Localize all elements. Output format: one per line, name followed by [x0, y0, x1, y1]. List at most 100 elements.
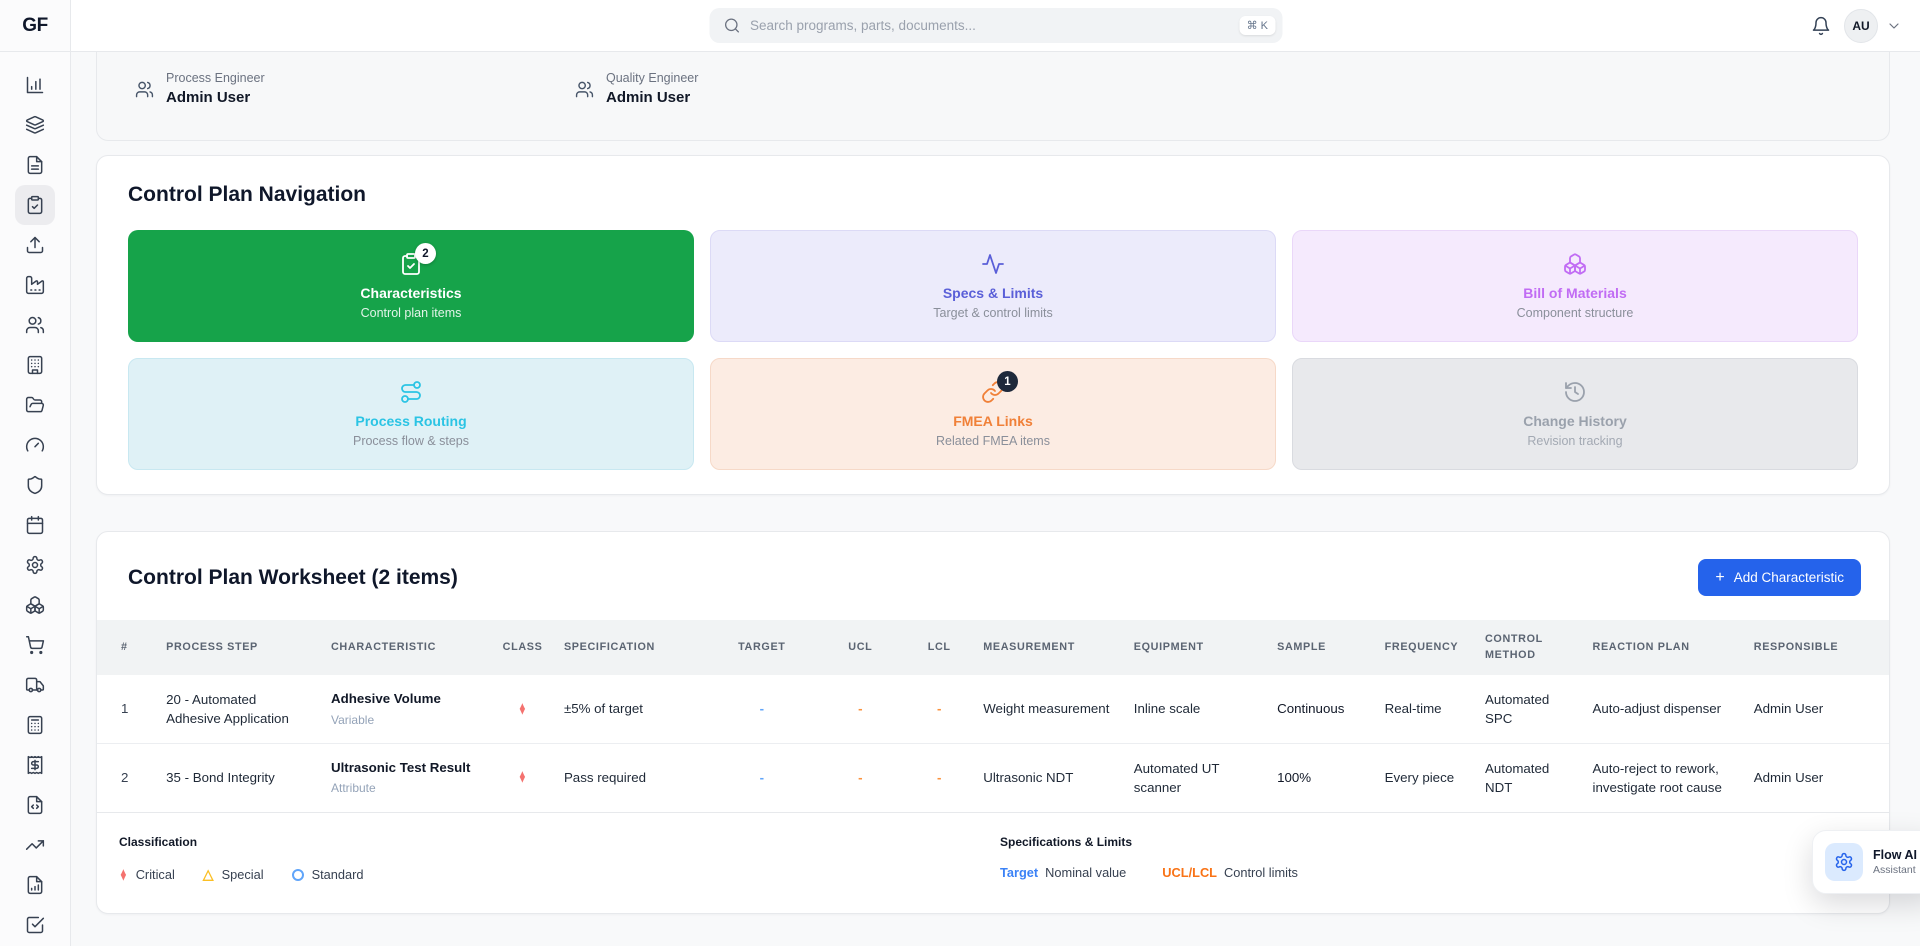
- users-icon: [575, 81, 594, 98]
- sidebar-item-factory[interactable]: [15, 265, 55, 305]
- cell-sample: 100%: [1267, 742, 1375, 812]
- role-value: Admin User: [606, 89, 691, 106]
- cell-ucl: -: [858, 701, 863, 717]
- cell-sample: Continuous: [1277, 701, 1345, 717]
- cell-process-step: 20 - Automated Adhesive Application: [166, 691, 289, 727]
- cell-measurement: Ultrasonic NDT: [973, 742, 1124, 812]
- assistant-title: Flow AI: [1873, 848, 1917, 862]
- sidebar-item-files[interactable]: [15, 385, 55, 425]
- worksheet-legend: Classification ♦ Critical △ Special Standa…: [97, 811, 1889, 913]
- col-specification: Specification: [553, 620, 709, 676]
- count-badge: 2: [415, 243, 436, 264]
- route-icon: [399, 380, 423, 404]
- file-chart-icon: [27, 875, 43, 895]
- sidebar-item-tasks[interactable]: [15, 905, 55, 945]
- sidebar-item-calendar[interactable]: [15, 505, 55, 545]
- cell-measurement: Weight measurement: [983, 701, 1110, 717]
- boxes-icon: [1563, 252, 1587, 276]
- search-icon: [724, 18, 739, 33]
- legend-title: Classification: [119, 834, 198, 849]
- file-code-icon: [27, 795, 43, 815]
- sidebar-item-facilities[interactable]: [15, 345, 55, 385]
- cell-specification: ±5% of target: [563, 701, 643, 717]
- col-process-step: Process Step: [156, 620, 321, 676]
- sidebar-item-performance[interactable]: [15, 425, 55, 465]
- sidebar-nav: [0, 52, 70, 945]
- sidebar-item-bom[interactable]: [15, 585, 55, 625]
- sidebar-item-reports[interactable]: [15, 865, 55, 905]
- cell-responsible: Admin User: [1753, 701, 1824, 717]
- sidebar-item-control-plans[interactable]: [15, 185, 55, 225]
- page-content: Process Engineer Admin User Quality Engi…: [71, 52, 1920, 946]
- control-plan-worksheet-card: Control Plan Worksheet (2 items) + Add C…: [96, 531, 1890, 914]
- sidebar-item-upload[interactable]: [15, 225, 55, 265]
- sidebar-item-dashboard[interactable]: [15, 65, 55, 105]
- receipt-dollar-icon: [27, 755, 43, 775]
- clipboard-check-icon: 2: [399, 243, 436, 276]
- navigation-grid: 2 Characteristics Control plan items Spe…: [97, 230, 1889, 470]
- col-target: Target: [708, 620, 816, 676]
- tile-sublabel: Component structure: [1516, 306, 1634, 320]
- main-area: ⌘ K AU Process Engineer Admin User: [71, 0, 1920, 946]
- col-class: Class: [491, 620, 554, 676]
- user-menu[interactable]: AU: [1844, 8, 1902, 43]
- sidebar-item-users[interactable]: [15, 305, 55, 345]
- shield-icon: [27, 475, 43, 495]
- table-row[interactable]: 1 20 - Automated Adhesive Application Ad…: [97, 675, 1889, 743]
- tile-label: Bill of Materials: [1523, 285, 1627, 301]
- check-square-icon: [26, 916, 45, 934]
- tile-sublabel: Control plan items: [360, 306, 462, 320]
- tile-sublabel: Related FMEA items: [936, 434, 1050, 448]
- activity-icon: [981, 252, 1005, 276]
- sidebar-item-logistics[interactable]: [15, 665, 55, 705]
- upload-icon: [26, 236, 44, 254]
- col-num: #: [97, 620, 157, 676]
- col-equipment: Equipment: [1123, 620, 1268, 676]
- bell-icon: [1812, 16, 1830, 35]
- notifications-button[interactable]: [1811, 16, 1831, 36]
- topbar: ⌘ K AU: [71, 0, 1920, 52]
- sidebar-item-documents[interactable]: [15, 145, 55, 185]
- sidebar-item-procurement[interactable]: [15, 625, 55, 665]
- sidebar-item-settings[interactable]: [15, 545, 55, 585]
- role-title: Quality Engineer: [606, 71, 699, 85]
- sidebar-item-quality[interactable]: [15, 465, 55, 505]
- search-input[interactable]: [750, 18, 1230, 33]
- flow-ai-assistant-button[interactable]: Flow AI Assistant: [1812, 830, 1920, 894]
- legend-target: Target Nominal value: [1000, 864, 1127, 880]
- add-characteristic-button[interactable]: + Add Characteristic: [1698, 559, 1861, 596]
- cell-characteristic: Ultrasonic Test Result Attribute: [320, 742, 492, 812]
- nav-tile-fmea-links[interactable]: 1 FMEA Links Related FMEA items: [710, 358, 1276, 470]
- cell-ucl: -: [815, 742, 906, 812]
- trending-up-icon: [25, 840, 45, 850]
- sidebar-item-invoices[interactable]: [15, 745, 55, 785]
- legend-title: Specifications & Limits: [1000, 834, 1133, 849]
- legend-critical: ♦ Critical: [120, 863, 175, 885]
- cell-equipment: Inline scale: [1133, 701, 1201, 717]
- col-lcl: LCL: [905, 620, 974, 676]
- sidebar-item-api[interactable]: [15, 785, 55, 825]
- navigation-title: Control Plan Navigation: [128, 183, 367, 206]
- col-responsible: Responsible: [1743, 620, 1889, 676]
- nav-tile-characteristics[interactable]: 2 Characteristics Control plan items: [128, 230, 694, 342]
- nav-tile-process-routing[interactable]: Process Routing Process flow & steps: [128, 358, 694, 470]
- nav-tile-bill-of-materials[interactable]: Bill of Materials Component structure: [1292, 230, 1858, 342]
- cell-process-step: 35 - Bond Integrity: [156, 742, 321, 812]
- users-icon: [135, 81, 154, 98]
- tile-label: FMEA Links: [953, 413, 1033, 429]
- cell-num: 2: [97, 742, 157, 812]
- nav-tile-specs-limits[interactable]: Specs & Limits Target & control limits: [710, 230, 1276, 342]
- bar-chart-icon: [26, 76, 44, 94]
- team-roles-card: Process Engineer Admin User Quality Engi…: [96, 52, 1890, 141]
- nav-tile-change-history[interactable]: Change History Revision tracking: [1292, 358, 1858, 470]
- sidebar-item-analytics[interactable]: [15, 825, 55, 865]
- sidebar: GF: [0, 0, 71, 946]
- app-logo[interactable]: GF: [0, 0, 70, 52]
- sidebar-item-layers[interactable]: [15, 105, 55, 145]
- role-quality-engineer: Quality Engineer Admin User: [575, 71, 1015, 140]
- sidebar-item-costing[interactable]: [15, 705, 55, 745]
- col-characteristic: Characteristic: [320, 620, 492, 676]
- tile-label: Process Routing: [355, 413, 467, 429]
- table-row[interactable]: 2 35 - Bond Integrity Ultrasonic Test Re…: [97, 742, 1889, 812]
